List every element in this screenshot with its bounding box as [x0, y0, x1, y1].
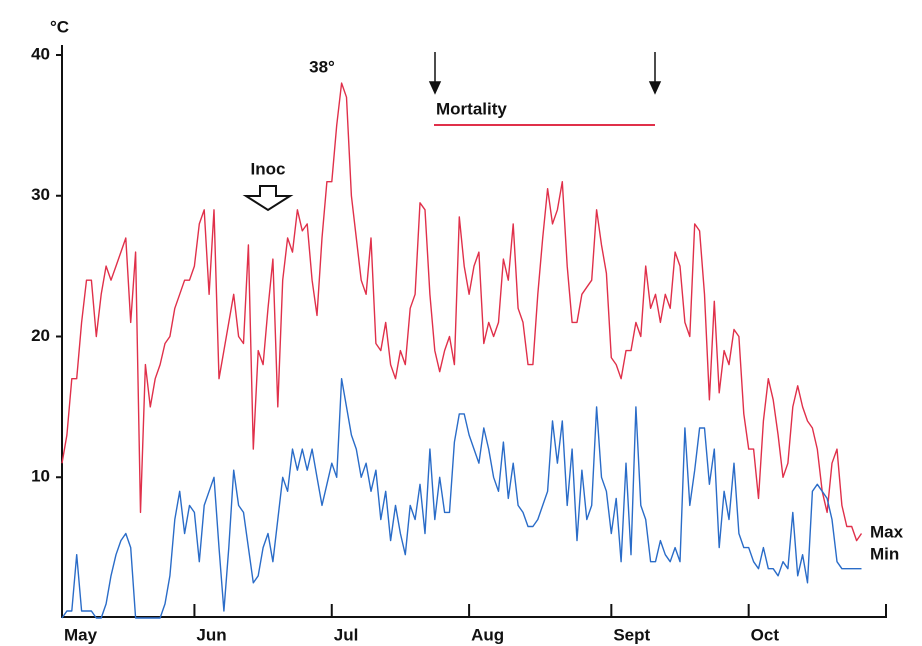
y-tick-label: 10	[31, 467, 50, 486]
x-tick-label: May	[64, 625, 98, 644]
y-axis-label: °C	[50, 17, 69, 36]
x-tick-label: Aug	[471, 625, 504, 644]
x-tick-label: Sept	[613, 625, 650, 644]
inoc-arrow	[242, 185, 294, 212]
y-tick-label: 30	[31, 185, 50, 204]
y-tick-label: 40	[31, 44, 50, 63]
legend-label: Max	[870, 522, 904, 541]
x-tick-label: Oct	[751, 625, 780, 644]
line-series	[61, 82, 863, 542]
mortality-label: Mortality	[436, 99, 507, 118]
peak-label: 38°	[309, 57, 335, 76]
y-tick-label: 20	[31, 326, 50, 345]
inoc-label: Inoc	[251, 159, 286, 178]
mortality-arrows	[428, 52, 662, 95]
x-tick-label: Jul	[334, 625, 359, 644]
x-tick-label: Jun	[196, 625, 226, 644]
line-series	[61, 378, 862, 619]
legend-label: Min	[870, 544, 899, 563]
